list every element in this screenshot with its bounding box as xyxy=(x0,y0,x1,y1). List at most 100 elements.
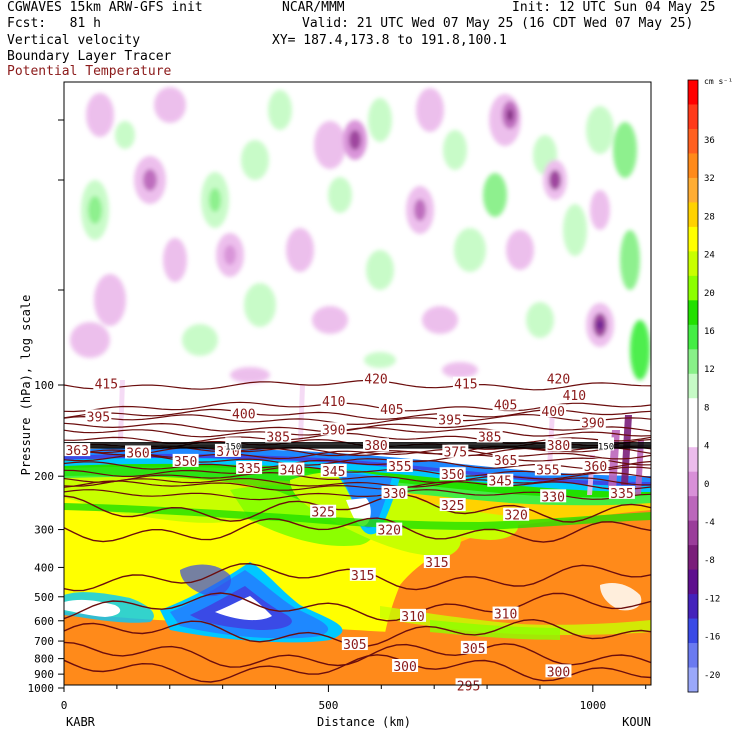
theta-label: 335 xyxy=(237,462,260,477)
theta-label-bg xyxy=(363,371,390,385)
theta-label: 150 xyxy=(225,442,241,452)
colorbar-swatch xyxy=(688,324,698,350)
colorbar-swatch xyxy=(688,202,698,228)
colorbar-unit: cm s⁻¹ xyxy=(704,77,733,86)
theta-label: 410 xyxy=(322,395,345,410)
theta-label-bg xyxy=(545,438,572,452)
colorbar-swatch xyxy=(688,471,698,497)
theta-contour-415 xyxy=(64,379,651,391)
colorbar-swatch xyxy=(688,447,698,473)
theta-label: 345 xyxy=(322,465,345,480)
theta-contour-335 xyxy=(64,480,651,491)
y-tick-label: 300 xyxy=(34,524,54,537)
theta-label-bg xyxy=(349,567,376,581)
y-tick-label: 200 xyxy=(34,470,54,483)
theta-label-bg xyxy=(579,415,606,429)
theta-label-bg xyxy=(534,462,561,476)
theta-label-bg xyxy=(378,401,405,415)
theta-label: 350 xyxy=(441,468,464,483)
theta-label: 415 xyxy=(95,378,118,393)
colorbar-swatch xyxy=(688,520,698,546)
theta-label-bg xyxy=(341,637,368,651)
plot-frame xyxy=(63,81,652,686)
y-tick-label: 700 xyxy=(34,635,54,648)
theta-contour-360 xyxy=(64,448,651,460)
theta-label: 315 xyxy=(425,556,448,571)
header-line5-left: Potential Temperature xyxy=(7,64,172,79)
colorbar-swatch xyxy=(688,569,698,595)
colorbar-swatch xyxy=(688,275,698,301)
header-line1-center: NCAR/MMM xyxy=(282,0,345,15)
theta-label-bg xyxy=(540,489,567,503)
y-tick-label: 600 xyxy=(34,615,54,628)
theta-label: 305 xyxy=(462,642,485,657)
colorbar-tick-label: 32 xyxy=(704,174,715,184)
colorbar-swatch xyxy=(688,618,698,644)
theta-contour-345 xyxy=(64,471,651,484)
theta-label: 405 xyxy=(380,403,403,418)
colorbar-tick-label: 24 xyxy=(704,251,715,261)
theta-label-bg xyxy=(460,640,487,654)
theta-label: 320 xyxy=(377,524,400,539)
theta-label: 315 xyxy=(351,569,374,584)
theta-label-bg xyxy=(386,458,413,472)
theta-label-bg xyxy=(236,461,263,475)
y-tick-label: 500 xyxy=(34,591,54,604)
theta-label-bg xyxy=(320,463,347,477)
theta-label: 305 xyxy=(343,638,366,653)
y-tick-label: 1000 xyxy=(28,682,55,695)
theta-contour-400 xyxy=(64,413,651,426)
theta-label: 363 xyxy=(65,444,88,459)
theta-label: 380 xyxy=(364,439,387,454)
theta-label: 410 xyxy=(563,389,586,404)
theta-label-bg xyxy=(487,473,514,487)
theta-label-bg xyxy=(392,658,419,672)
colorbar-swatch xyxy=(688,594,698,620)
header-line4-left: Boundary Layer Tracer xyxy=(7,49,172,64)
theta-label-bg xyxy=(439,467,466,481)
theta-label: 415 xyxy=(454,378,477,393)
y-tick-label: 900 xyxy=(34,668,54,681)
colorbar-swatch xyxy=(688,349,698,375)
theta-label: 390 xyxy=(322,423,345,438)
theta-label: 330 xyxy=(383,487,406,502)
theta-label: 395 xyxy=(438,414,461,429)
colorbar-tick-label: 4 xyxy=(704,442,709,452)
colorbar-tick-label: 28 xyxy=(704,212,715,222)
theta-label: 360 xyxy=(584,460,607,475)
theta-label: 405 xyxy=(494,399,517,414)
upper-vertical-velocity-cells xyxy=(70,87,650,383)
theta-label-bg xyxy=(125,445,152,459)
header-line2-left: Fcst: 81 h xyxy=(7,16,101,31)
theta-label: 325 xyxy=(311,506,334,521)
theta-label-bg xyxy=(437,412,464,426)
colorbar-tick-label: -4 xyxy=(704,518,715,528)
theta-label: 310 xyxy=(494,608,517,623)
theta-contour-295 xyxy=(64,654,651,683)
theta-label-bg xyxy=(452,376,479,390)
theta-label: 320 xyxy=(504,509,527,524)
colorbar-swatch xyxy=(688,251,698,277)
theta-label: 345 xyxy=(489,475,512,490)
theta-label: 300 xyxy=(547,665,570,680)
potential-temperature-labels: 415 420 420 415 410 410 405 405 400 400 395 395 390 3… xyxy=(64,371,635,694)
theta-label-bg xyxy=(278,462,305,476)
x-tick-label: 1000 xyxy=(580,699,607,712)
theta-label: 400 xyxy=(541,405,564,420)
colorbar-swatch xyxy=(688,643,698,669)
colorbar-swatch xyxy=(688,545,698,571)
y-tick-label: 100 xyxy=(34,379,54,392)
colorbar: 36 32 28 24 20 16 12 8 4 0 -4 -8 -12 -16 -20 xyxy=(687,79,720,693)
colorbar-tick-label: -8 xyxy=(704,556,715,566)
colorbar-tick-label: -12 xyxy=(704,594,720,604)
theta-label: 295 xyxy=(457,679,480,694)
theta-contour-365 xyxy=(64,454,651,466)
theta-label: 325 xyxy=(441,499,464,514)
theta-label: 420 xyxy=(364,372,387,387)
theta-label-bg xyxy=(310,504,337,518)
theta-label-bg xyxy=(320,422,347,436)
theta-label-bg xyxy=(545,664,572,678)
colorbar-tick-label: 16 xyxy=(704,327,715,337)
